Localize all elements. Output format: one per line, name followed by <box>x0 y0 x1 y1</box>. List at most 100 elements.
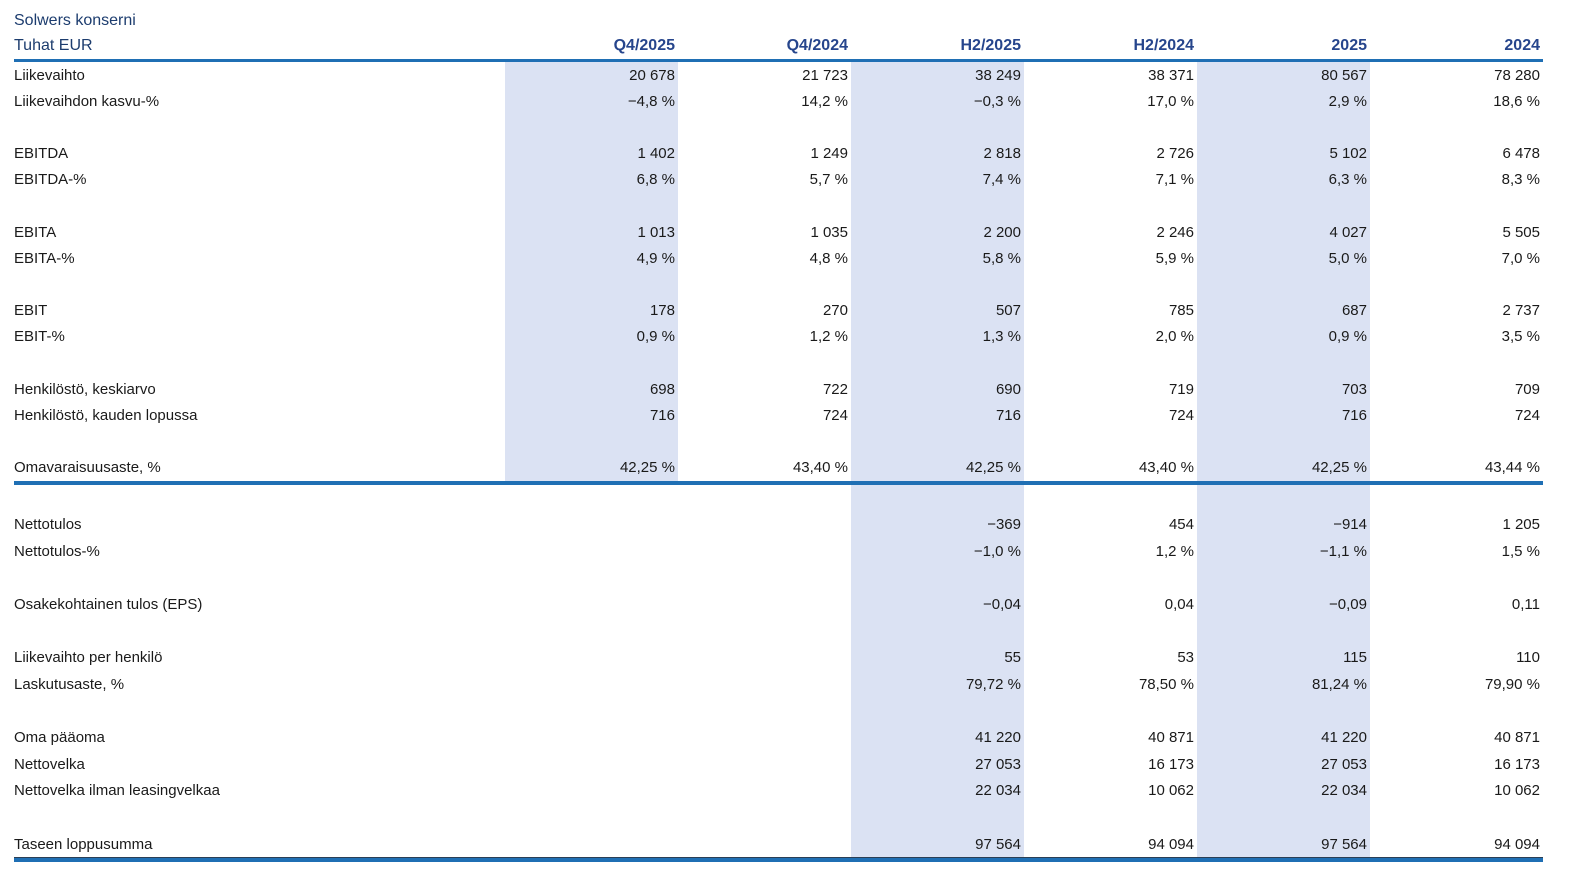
value-cell <box>678 485 851 512</box>
value-cell: −0,04 <box>851 591 1024 618</box>
value-cell: 1,2 % <box>809 328 848 346</box>
value-cell: 115 <box>1197 644 1370 672</box>
value-cell: 55 <box>851 644 1024 672</box>
spacer-row <box>14 271 1543 298</box>
value-cell <box>851 114 1024 141</box>
row-label: Nettovelka <box>14 755 85 773</box>
value-cell <box>851 350 1024 377</box>
value-cell <box>505 831 678 858</box>
row-label <box>14 485 505 512</box>
value-cell <box>1370 114 1543 140</box>
value-cell: 41 220 <box>1197 724 1370 751</box>
value-cell <box>1197 485 1370 512</box>
value-cell: 2 246 <box>1156 223 1194 241</box>
value-cell: 507 <box>851 297 1024 324</box>
value-cell <box>678 804 851 831</box>
value-cell: 1 402 <box>505 140 678 167</box>
table-row: Nettotulos −369 454 −914 1 205 <box>14 511 1543 539</box>
table-row: Nettovelka 27 053 16 173 27 053 16 173 <box>14 750 1543 778</box>
value-cell <box>678 698 851 725</box>
value-cell <box>1024 698 1197 725</box>
table-row: EBIT-% 0,9 % 1,2 % 1,3 % 2,0 % 0,9 % 3,5 % <box>14 323 1543 351</box>
row-label <box>14 350 505 376</box>
spacer-row <box>14 564 1543 592</box>
value-cell <box>505 698 678 725</box>
value-cell: 2 737 <box>1502 302 1540 320</box>
value-cell <box>678 538 851 565</box>
value-cell <box>505 428 678 455</box>
value-cell: 79,90 % <box>1484 675 1540 693</box>
spacer-row <box>14 350 1543 377</box>
value-cell <box>678 429 851 455</box>
row-label: Laskutusaste, % <box>14 675 125 693</box>
value-cell <box>1370 272 1543 298</box>
value-cell <box>505 671 678 698</box>
value-cell: 7,4 % <box>851 166 1024 193</box>
value-cell <box>678 350 851 376</box>
value-cell: 22 034 <box>1197 777 1370 805</box>
row-label: Omavaraisuusaste, % <box>14 459 161 477</box>
value-cell: 22 034 <box>851 777 1024 805</box>
value-cell <box>1024 272 1197 298</box>
value-cell: 698 <box>505 376 678 403</box>
row-label: EBITDA-% <box>14 171 87 189</box>
value-cell <box>851 485 1024 512</box>
table-row: Nettovelka ilman leasingvelkaa 22 034 10 0… <box>14 777 1543 805</box>
value-cell <box>1370 485 1543 512</box>
row-label <box>14 618 505 645</box>
value-cell <box>1024 565 1197 592</box>
value-cell: −369 <box>851 511 1024 539</box>
value-cell <box>505 618 678 645</box>
value-cell: 18,6 % <box>1493 92 1540 110</box>
spacer-row <box>14 192 1543 220</box>
row-label <box>14 804 505 831</box>
value-cell: 454 <box>1168 516 1194 534</box>
value-cell: 2 200 <box>851 219 1024 246</box>
value-cell: 17,0 % <box>1147 92 1194 110</box>
value-cell <box>678 193 851 219</box>
row-label <box>14 429 505 455</box>
row-label: EBIT-% <box>14 328 65 346</box>
table-row: Laskutusaste, % 79,72 % 78,50 % 81,24 % 79,9… <box>14 671 1543 698</box>
value-cell: 3,5 % <box>1501 328 1540 346</box>
value-cell <box>1370 804 1543 831</box>
value-cell <box>678 831 851 858</box>
value-cell: 20 678 <box>505 62 678 89</box>
value-cell <box>678 778 851 805</box>
value-cell: 7,0 % <box>1501 249 1540 267</box>
value-cell: 719 <box>1168 380 1194 398</box>
row-label <box>14 698 505 725</box>
table-section-upper: Liikevaihto 20 678 21 723 38 249 38 371 80 56… <box>14 62 1543 481</box>
value-cell: 4 027 <box>1197 219 1370 246</box>
value-cell <box>851 564 1024 592</box>
value-cell: −0,09 <box>1197 591 1370 618</box>
row-label: Liikevaihdon kasvu-% <box>14 92 160 110</box>
value-cell: −4,8 % <box>505 88 678 115</box>
value-cell: 110 <box>1516 649 1540 667</box>
mid-section-rule <box>14 481 1543 485</box>
value-cell <box>1024 618 1197 645</box>
column-header-q4-2025: Q4/2025 <box>613 36 675 54</box>
value-cell: 40 871 <box>1148 729 1194 747</box>
table-row: Nettotulos-% −1,0 % 1,2 % −1,1 % 1,5 % <box>14 538 1543 565</box>
unit-label: Tuhat EUR <box>14 36 93 54</box>
row-label <box>14 565 505 592</box>
value-cell <box>505 565 678 592</box>
value-cell <box>1370 698 1543 725</box>
value-cell <box>678 272 851 298</box>
value-cell: 2,9 % <box>1197 88 1370 115</box>
value-cell: 97 564 <box>851 830 1024 858</box>
value-cell: 6,8 % <box>505 166 678 193</box>
header-rule <box>14 59 1543 62</box>
value-cell <box>1197 114 1370 141</box>
table-row: EBITA-% 4,9 % 4,8 % 5,8 % 5,9 % 5,0 % 7,0 % <box>14 245 1543 272</box>
value-cell: 78,50 % <box>1138 675 1194 693</box>
value-cell: 1,5 % <box>1501 542 1540 560</box>
value-cell: 27 053 <box>851 750 1024 778</box>
company-title: Solwers konserni <box>14 12 136 29</box>
value-cell: 16 173 <box>1494 755 1540 773</box>
value-cell: 0,11 <box>1511 596 1540 614</box>
table-row: Taseen loppusumma 97 564 94 094 97 564 94 09… <box>14 830 1543 858</box>
value-cell <box>851 192 1024 220</box>
table-row: Henkilöstö, keskiarvo 698 722 690 719 703 709 <box>14 376 1543 403</box>
